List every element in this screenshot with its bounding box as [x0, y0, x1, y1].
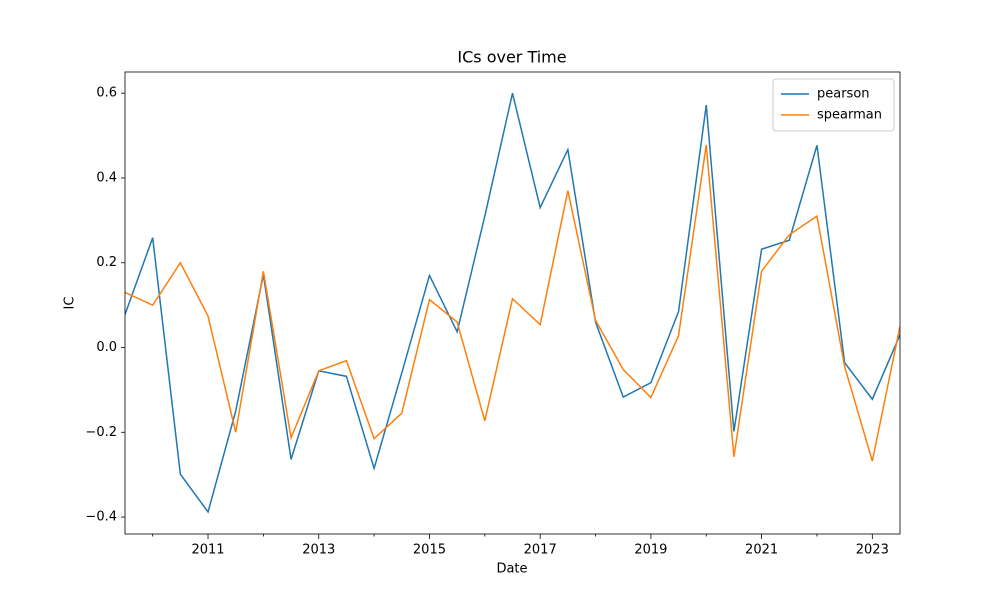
series-line — [125, 144, 900, 462]
x-tick-label: 2015 — [413, 543, 446, 558]
plot-frame — [124, 71, 901, 535]
x-tick-label: 2011 — [191, 543, 224, 558]
x-tick-label: 2019 — [634, 543, 667, 558]
series-line — [125, 93, 900, 514]
x-tick-label: 2023 — [856, 543, 889, 558]
y-tick-label: 0.2 — [96, 255, 117, 270]
y-axis-label: IC — [63, 297, 78, 310]
x-tick-label: 2017 — [524, 543, 557, 558]
y-tick-label: 0.4 — [96, 170, 117, 185]
y-tick-label: 0.0 — [96, 340, 117, 355]
legend-label: spearman — [817, 108, 882, 123]
x-tick-label: 2013 — [302, 543, 335, 558]
chart-title: ICs over Time — [457, 48, 566, 67]
x-tick-label: 2021 — [745, 543, 778, 558]
y-tick-label: −0.2 — [85, 425, 117, 440]
x-axis-label: Date — [496, 562, 527, 577]
y-tick-label: −0.4 — [85, 510, 117, 525]
y-tick-label: 0.6 — [96, 86, 117, 101]
legend-box — [772, 78, 895, 132]
legend-label: pearson — [817, 87, 870, 102]
